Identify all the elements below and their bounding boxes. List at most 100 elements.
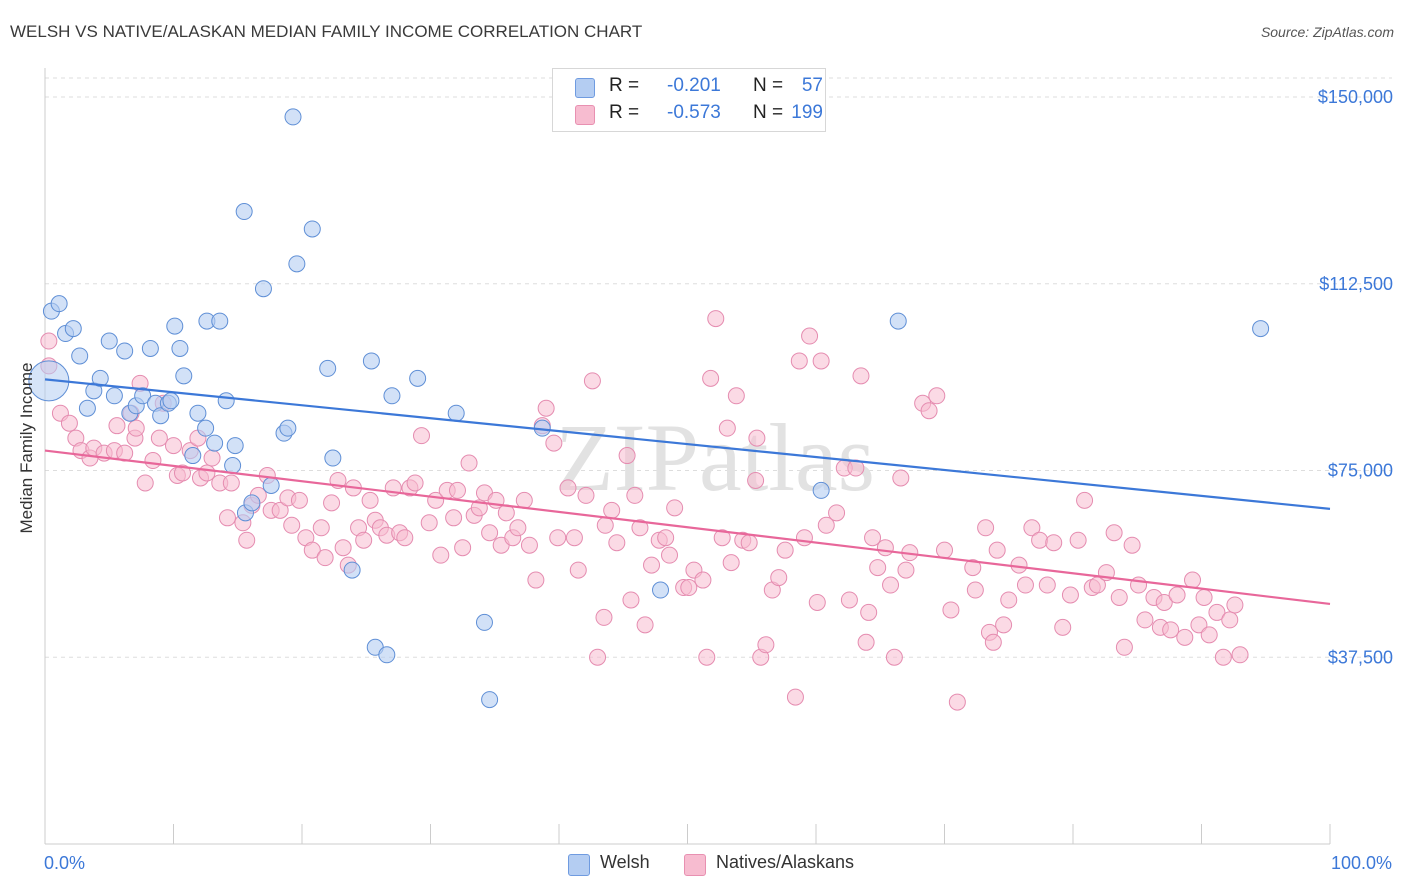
natives-point bbox=[657, 529, 675, 547]
natives-point bbox=[406, 474, 424, 492]
natives-point bbox=[977, 519, 995, 537]
natives-point bbox=[108, 417, 126, 435]
welsh-point bbox=[319, 359, 337, 377]
natives-point bbox=[559, 479, 577, 497]
welsh-r-value: -0.201 bbox=[667, 75, 721, 96]
natives-point bbox=[608, 534, 626, 552]
natives-point bbox=[707, 310, 725, 328]
natives-point bbox=[565, 529, 583, 547]
natives-point bbox=[722, 554, 740, 572]
natives-point bbox=[396, 529, 414, 547]
natives-point bbox=[920, 402, 938, 420]
natives-point bbox=[857, 633, 875, 651]
natives-point bbox=[448, 481, 466, 499]
welsh-point bbox=[447, 404, 465, 422]
welsh-swatch bbox=[575, 78, 595, 98]
natives-point bbox=[1190, 616, 1208, 634]
natives-point bbox=[817, 516, 835, 534]
natives-point bbox=[545, 434, 563, 452]
y-tick-label: $112,500 bbox=[1319, 274, 1393, 294]
natives-point bbox=[786, 688, 804, 706]
y-tick-label: $150,000 bbox=[1318, 87, 1393, 107]
welsh-point bbox=[324, 449, 342, 467]
natives-point bbox=[1195, 588, 1213, 606]
x-tick-labels: 0.0% 100.0% bbox=[44, 853, 1392, 873]
natives-point bbox=[882, 576, 900, 594]
natives-point bbox=[636, 616, 654, 634]
welsh-point bbox=[243, 494, 261, 512]
natives-point bbox=[596, 516, 614, 534]
natives-point bbox=[1221, 611, 1239, 629]
welsh-point bbox=[71, 347, 89, 365]
x-tick-label: 0.0% bbox=[44, 853, 85, 873]
welsh-point bbox=[175, 367, 193, 385]
natives-point bbox=[445, 509, 463, 527]
welsh-point bbox=[235, 203, 253, 221]
natives-point bbox=[432, 546, 450, 564]
natives-point bbox=[290, 491, 308, 509]
natives-point bbox=[1054, 618, 1072, 636]
natives-point bbox=[1105, 524, 1123, 542]
natives-point bbox=[698, 648, 716, 666]
natives-point bbox=[790, 352, 808, 370]
natives-point bbox=[892, 469, 910, 487]
welsh-point bbox=[812, 481, 830, 499]
natives-n-value: 199 bbox=[791, 102, 823, 123]
welsh-point bbox=[378, 646, 396, 664]
natives-point bbox=[1110, 588, 1128, 606]
welsh-point bbox=[105, 387, 123, 405]
natives-point bbox=[271, 501, 289, 519]
natives-point bbox=[127, 419, 145, 437]
welsh-points bbox=[28, 108, 1270, 709]
natives-point bbox=[840, 591, 858, 609]
natives-point bbox=[626, 486, 644, 504]
welsh-point bbox=[152, 407, 170, 425]
welsh-point bbox=[64, 320, 82, 338]
natives-point bbox=[583, 372, 601, 390]
natives-point bbox=[928, 387, 946, 405]
natives-point bbox=[355, 531, 373, 549]
welsh-point bbox=[91, 369, 109, 387]
y-tick-label: $75,000 bbox=[1328, 461, 1393, 481]
natives-point bbox=[666, 499, 684, 517]
welsh-point bbox=[184, 447, 202, 465]
natives-point bbox=[569, 561, 587, 579]
natives-point bbox=[897, 561, 915, 579]
natives-point bbox=[770, 569, 788, 587]
welsh-point bbox=[211, 312, 229, 330]
natives-point bbox=[334, 539, 352, 557]
natives-point bbox=[1176, 628, 1194, 646]
natives-point bbox=[173, 464, 191, 482]
natives-point bbox=[942, 601, 960, 619]
welsh-point bbox=[889, 312, 907, 330]
natives-point bbox=[757, 636, 775, 654]
natives-point bbox=[549, 529, 567, 547]
welsh-point bbox=[362, 352, 380, 370]
natives-point bbox=[577, 486, 595, 504]
natives-point bbox=[481, 524, 499, 542]
welsh-point bbox=[1252, 320, 1270, 338]
natives-swatch bbox=[575, 105, 595, 125]
natives-point bbox=[1031, 531, 1049, 549]
natives-point bbox=[852, 367, 870, 385]
natives-point bbox=[795, 529, 813, 547]
natives-point bbox=[1061, 586, 1079, 604]
natives-point bbox=[1226, 596, 1244, 614]
welsh-point bbox=[50, 295, 68, 313]
natives-points bbox=[40, 310, 1249, 711]
welsh-point bbox=[409, 369, 427, 387]
natives-point bbox=[1168, 586, 1186, 604]
natives-point bbox=[316, 549, 334, 567]
natives-point bbox=[988, 541, 1006, 559]
natives-point bbox=[984, 633, 1002, 651]
welsh-point bbox=[254, 280, 272, 298]
welsh-point bbox=[197, 419, 215, 437]
natives-point bbox=[515, 491, 533, 509]
natives-point bbox=[995, 616, 1013, 634]
natives-point bbox=[801, 327, 819, 345]
natives-point bbox=[218, 509, 236, 527]
natives-point bbox=[303, 541, 321, 559]
natives-point bbox=[1200, 626, 1218, 644]
natives-point bbox=[1123, 536, 1141, 554]
natives-point bbox=[527, 571, 545, 589]
